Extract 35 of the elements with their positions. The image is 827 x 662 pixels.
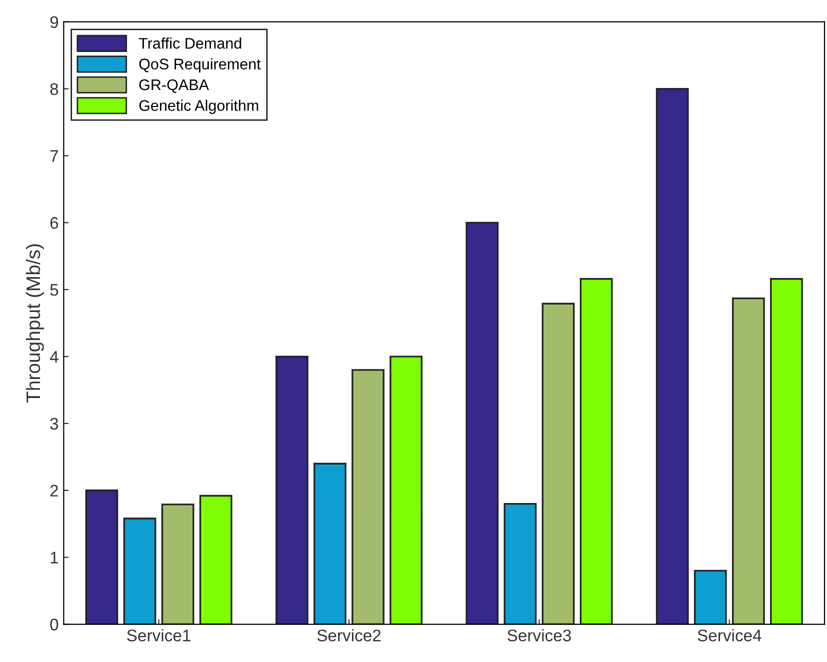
bar bbox=[390, 356, 422, 624]
y-axis-title: Throughput (Mb/s) bbox=[26, 244, 44, 403]
bar bbox=[85, 490, 118, 624]
x-tick-label: Service2 bbox=[317, 629, 381, 642]
bar bbox=[466, 222, 499, 624]
y-tick-label: 9 bbox=[50, 16, 58, 28]
bar bbox=[580, 278, 613, 624]
bar bbox=[732, 297, 765, 624]
y-tick-label: 2 bbox=[50, 484, 58, 496]
y-tick-label: 1 bbox=[50, 552, 58, 564]
bar bbox=[504, 502, 537, 624]
bar bbox=[352, 369, 384, 624]
bar bbox=[161, 504, 194, 624]
y-tick-label: 4 bbox=[50, 351, 58, 363]
y-tick-label: 8 bbox=[50, 83, 58, 95]
x-tick-label: Service1 bbox=[127, 629, 190, 642]
bar bbox=[770, 278, 803, 624]
x-tick-label: Service4 bbox=[698, 629, 762, 642]
legend-label: Traffic Demand bbox=[138, 38, 242, 49]
y-tick-label: 3 bbox=[50, 418, 58, 430]
bar bbox=[656, 88, 689, 624]
x-tick-label: Service3 bbox=[508, 629, 571, 642]
bar bbox=[694, 570, 727, 624]
y-tick-label: 5 bbox=[50, 284, 58, 296]
bar bbox=[276, 356, 308, 624]
bar bbox=[123, 518, 156, 624]
y-tick-label: 0 bbox=[50, 618, 58, 630]
bar bbox=[314, 462, 346, 624]
legend-label: QoS Requirement bbox=[139, 58, 261, 72]
legend-label: GR-QABA bbox=[139, 79, 209, 93]
legend-label: Genetic Algorithm bbox=[139, 100, 258, 114]
y-tick-label: 6 bbox=[50, 217, 58, 229]
bar bbox=[542, 302, 575, 624]
bar bbox=[199, 494, 232, 624]
y-tick-label: 7 bbox=[50, 150, 58, 162]
